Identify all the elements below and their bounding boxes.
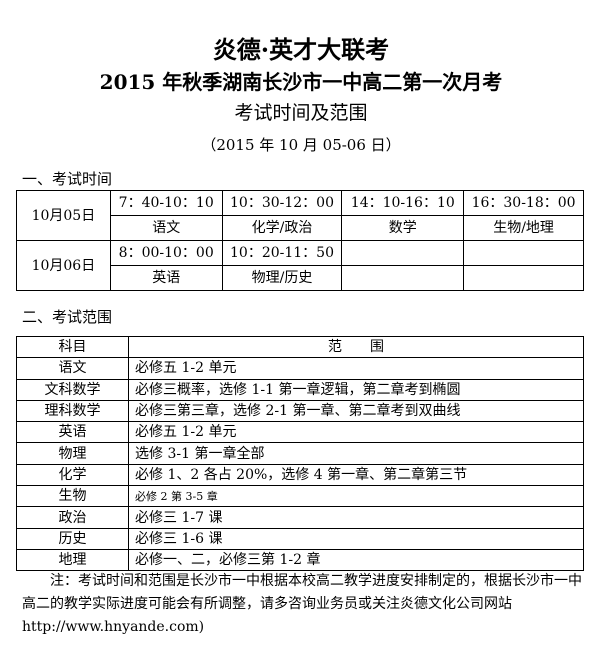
subject-cell: 语文 [16, 357, 129, 380]
subject-cell: 生物 [16, 485, 129, 508]
subject-cell: 理科数学 [16, 399, 129, 423]
table-row: 物理 选修 3-1 第一章全部 [16, 442, 584, 465]
schedule-heading: 一、考试时间 [22, 170, 113, 188]
subject-cell: 英语 [16, 421, 129, 444]
table-row: 生物 必修 2 第 3-5 章 [16, 485, 584, 508]
scope-cell: 必修三第三章，选修 2-1 第一章、第二章考到双曲线 [128, 399, 584, 423]
scope-table: 科目范 围语文 必修五 1-2 单元 文科数学 必修三概率，选修 1-1 第一章逻辑，… [16, 335, 584, 572]
scope-cell: 必修五 1-2 单元 [128, 421, 584, 444]
doc-type: 考试时间及范围 [234, 102, 368, 124]
subject-cell: 化学 [16, 463, 129, 487]
exam-subtitle: 2015 年秋季湖南长沙市一中高二第一次月考 [99, 70, 503, 94]
time-slot: 8：00-10：00 [109, 240, 223, 266]
scope-cell: 必修三 1-6 课 [128, 527, 584, 550]
table-row: 地理 必修一、二，必修三第 1-2 章 [16, 548, 584, 572]
scope-cell: 必修三概率，选修 1-1 第一章逻辑，第二章考到椭圆 [128, 378, 584, 401]
table-row: 化学 必修 1、2 各占 20%，选修 4 第一章、第二章第三节 [16, 463, 584, 487]
subject-cell: 物理 [16, 442, 129, 465]
time-slot [341, 240, 465, 266]
schedule-row: 语文 化学/政治 数学 生物/地理 [17, 215, 584, 241]
time-slot: 10：20-11：50 [221, 240, 343, 266]
table-row: 语文 必修五 1-2 单元 [16, 357, 584, 380]
exam-subject: 生物/地理 [463, 215, 584, 241]
website-link[interactable]: http://www.hnyande.com) [22, 619, 205, 635]
table-header-row: 科目范 围 [16, 335, 584, 359]
scope-cell: 必修三 1-7 课 [128, 506, 584, 529]
note-text: 注：考试时间和范围是长沙市一中根据本校高二教学进度安排制定的，根据长沙市一中高二… [22, 573, 582, 612]
subject-cell: 政治 [16, 506, 129, 529]
table-row: 政治 必修三 1-7 课 [16, 506, 584, 529]
subject-cell: 文科数学 [16, 378, 129, 401]
table-row: 英语 必修五 1-2 单元 [16, 421, 584, 444]
exam-subject [463, 265, 584, 291]
note: 注：考试时间和范围是长沙市一中根据本校高二教学进度安排制定的，根据长沙市一中高二… [22, 570, 584, 639]
day-date: 10月05日 [16, 190, 111, 241]
subject-cell: 地理 [16, 548, 129, 572]
exam-subject: 英语 [109, 265, 223, 291]
day-date: 10月06日 [16, 240, 111, 291]
exam-date: （2015 年 10 月 05-06 日） [201, 136, 401, 154]
time-slot: 16：30-18：00 [463, 190, 584, 216]
scope-cell: 必修 1、2 各占 20%，选修 4 第一章、第二章第三节 [128, 463, 584, 487]
exam-subject [341, 265, 465, 291]
schedule-table: 10月05日 7：40-10：10 10：30-12：00 14：10-16：10 16… [16, 190, 584, 291]
col-subject: 科目 [16, 335, 129, 359]
table-row: 历史 必修三 1-6 课 [16, 527, 584, 550]
exam-subject: 化学/政治 [221, 215, 343, 241]
schedule-row: 10月06日 8：00-10：00 10：20-11：50 [16, 240, 584, 291]
scope-cell: 必修五 1-2 单元 [128, 357, 584, 380]
table-row: 理科数学 必修三第三章，选修 2-1 第一章、第二章考到双曲线 [16, 399, 584, 423]
time-slot: 7：40-10：10 [109, 190, 223, 216]
time-slot [463, 240, 584, 266]
col-scope: 范 围 [128, 335, 584, 359]
main-title: 炎德·英才大联考 [212, 35, 390, 64]
table-row: 文科数学 必修三概率，选修 1-1 第一章逻辑，第二章考到椭圆 [16, 378, 584, 401]
exam-subject: 物理/历史 [221, 265, 343, 291]
scope-heading: 二、考试范围 [22, 308, 113, 326]
scope-cell: 必修一、二，必修三第 1-2 章 [128, 548, 584, 572]
exam-subject: 数学 [341, 215, 465, 241]
time-slot: 10：30-12：00 [221, 190, 343, 216]
exam-subject: 语文 [109, 215, 223, 241]
schedule-row: 10月05日 7：40-10：10 10：30-12：00 14：10-16：10 16… [16, 190, 584, 241]
schedule-row: 英语 物理/历史 [17, 265, 584, 291]
scope-cell: 选修 3-1 第一章全部 [128, 442, 584, 465]
subject-cell: 历史 [16, 527, 129, 550]
time-slot: 14：10-16：10 [341, 190, 465, 216]
scope-cell: 必修 2 第 3-5 章 [128, 485, 584, 508]
